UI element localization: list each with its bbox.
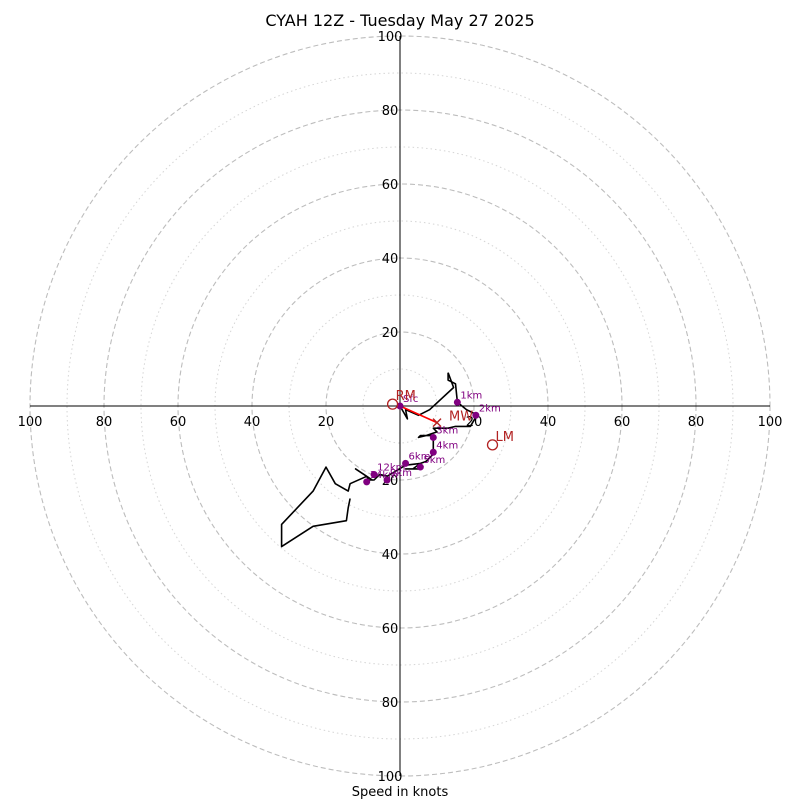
motion-label: LM — [496, 430, 514, 445]
motion-label: RM — [396, 389, 416, 404]
height-marker-dot — [396, 402, 404, 410]
height-marker-label: 14km — [370, 470, 398, 481]
hodograph-trace-lower — [399, 372, 455, 420]
storm-motion-layer: RM LM MW — [386, 389, 514, 451]
x-tick-label: 60 — [614, 415, 631, 430]
tick-labels: 1008060402020406080100100806040202040608… — [18, 30, 783, 785]
y-tick-label: 60 — [382, 178, 399, 193]
height-marker-dot — [370, 470, 378, 478]
x-tick-label: 100 — [18, 415, 43, 430]
height-marker-label: Sfc — [403, 394, 418, 405]
height-marker-dot — [429, 433, 437, 441]
height-marker-label: 9km — [390, 468, 412, 479]
x-tick-label: 40 — [244, 415, 261, 430]
hodograph-trace-layer — [280, 372, 477, 548]
height-marker-label: 3km — [436, 425, 458, 436]
height-marker-label: 2km — [479, 403, 501, 414]
height-marker-label: 6km — [409, 451, 431, 462]
motion-label: MW — [449, 410, 473, 425]
x-axis-label: Speed in knots — [352, 785, 449, 800]
height-marker-dot — [453, 398, 461, 406]
height-marker-label: 5km — [423, 455, 445, 466]
height-marker-dot — [383, 476, 391, 484]
y-tick-label: 20 — [382, 326, 399, 341]
height-marker-label: 4km — [436, 440, 458, 451]
mean-wind-marker — [432, 418, 442, 428]
height-marker-label: 12km — [377, 462, 405, 473]
y-tick-label: 100 — [378, 30, 403, 45]
height-marker-dot — [429, 448, 437, 456]
chart-title: CYAH 12Z - Tuesday May 27 2025 — [265, 11, 534, 30]
storm-motion-marker — [386, 398, 399, 410]
x-tick-label: 20 — [318, 415, 335, 430]
height-marker-dot — [416, 463, 424, 471]
height-marker-label: 1km — [460, 390, 482, 401]
y-tick-label: 100 — [378, 770, 403, 785]
y-tick-label: 40 — [382, 548, 399, 563]
x-tick-label: 60 — [170, 415, 187, 430]
y-tick-label: 60 — [382, 622, 399, 637]
x-tick-label: 40 — [540, 415, 557, 430]
x-tick-label: 100 — [758, 415, 783, 430]
x-tick-label: 80 — [96, 415, 113, 430]
x-tick-label: 80 — [688, 415, 705, 430]
height-marker-dot — [402, 459, 410, 467]
height-marker-dot — [472, 411, 480, 419]
y-tick-label: 80 — [382, 696, 399, 711]
height-marker-dot — [363, 478, 371, 486]
y-tick-label: 40 — [382, 252, 399, 267]
mean-wind-vector — [399, 405, 438, 424]
y-tick-label: 80 — [382, 104, 399, 119]
hodograph-trace — [280, 372, 477, 548]
storm-motion-marker — [486, 439, 499, 451]
